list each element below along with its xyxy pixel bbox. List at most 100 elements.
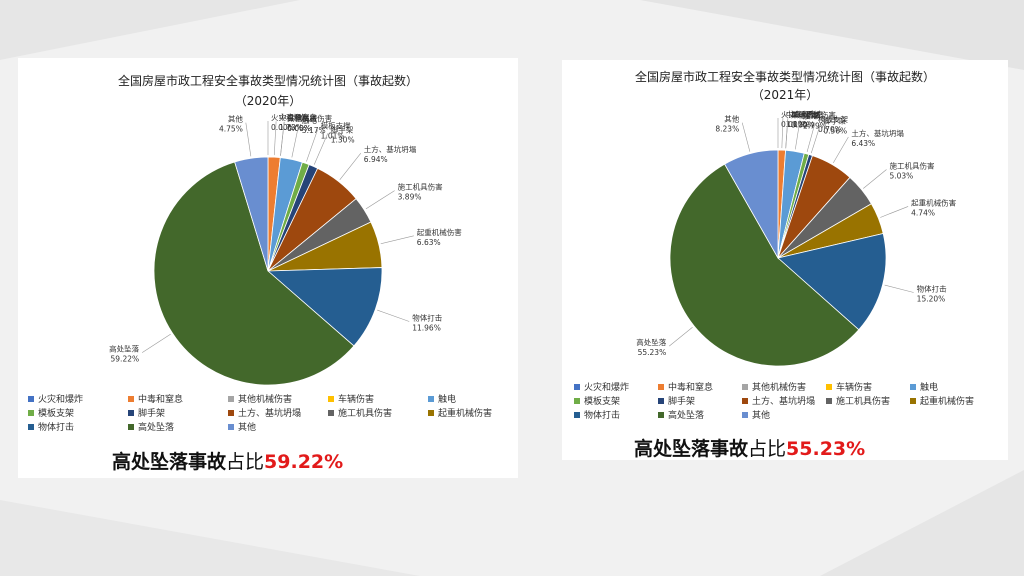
legend-item: 土方、基坑坍塌	[228, 406, 322, 419]
slice-label-name: 火灾和爆炸	[781, 109, 819, 119]
pie-slice-物体打击	[777, 233, 887, 331]
chart-legend: 火灾和爆炸 中毒和窒息 其他机械伤害 车辆伤害 触电 模板支架 脚手架 土方、基坑坍塌 施工机具…	[28, 392, 522, 433]
leader-line	[880, 206, 909, 218]
summary-2020: 高处坠落事故占比59.22%	[112, 447, 343, 474]
slice-label-value: 1.30%	[331, 135, 355, 144]
legend-item: 触电	[910, 380, 988, 393]
leader-line	[313, 133, 329, 165]
slice-label-value: 55.23%	[638, 348, 667, 357]
legend-swatch	[910, 397, 916, 404]
slice-label-name: 高处坠落	[109, 344, 139, 354]
legend-swatch	[742, 411, 748, 418]
slice-label-name: 物体打击	[412, 313, 442, 323]
leader-line	[810, 124, 821, 154]
slice-label-name: 模板支撑	[321, 120, 351, 130]
chart-subtitle: （2020年）	[234, 94, 302, 108]
legend-label: 施工机具伤害	[338, 409, 393, 419]
legend-swatch	[658, 397, 664, 404]
slice-label-name: 起重机械伤害	[417, 227, 462, 237]
slice-label-value: 3.17%	[302, 126, 326, 135]
slice-label-value: 0.00%	[781, 120, 805, 129]
slice-label-name: 起重机械伤害	[911, 197, 956, 207]
slice-label-value: 4.75%	[219, 125, 243, 134]
slice-label-value: 59.22%	[111, 355, 140, 364]
legend-item: 模板支架	[28, 406, 122, 419]
slice-label-name: 触电	[302, 115, 317, 125]
legend-label: 脚手架	[668, 397, 696, 407]
leader-line	[884, 284, 914, 293]
legend-label: 高处坠落	[138, 423, 175, 433]
legend-label: 物体打击	[38, 423, 75, 433]
leader-line	[245, 122, 252, 157]
legend-label: 中毒和窒息	[138, 395, 184, 405]
pie-chart-2020: 火灾和爆炸0.00%中毒和窒息1.73%其他机械伤害0.00%车辆伤害0.00%…	[109, 112, 462, 386]
legend-item: 施工机具伤害	[328, 406, 422, 419]
legend-item: 其他	[742, 408, 820, 421]
legend-item: 高处坠落	[658, 408, 736, 421]
legend-label: 其他	[752, 411, 771, 421]
legend-label: 其他机械伤害	[238, 395, 293, 405]
slice-label-name: 车辆伤害	[287, 113, 317, 123]
slice-label-name: 物体打击	[917, 283, 947, 293]
legend-item: 触电	[428, 392, 522, 405]
legend-swatch	[742, 397, 748, 404]
legend-swatch	[28, 409, 34, 416]
legend-item: 车辆伤害	[826, 380, 904, 393]
legend-label: 中毒和窒息	[668, 383, 714, 393]
legend-swatch	[328, 409, 334, 416]
legend-swatch	[574, 397, 580, 404]
slice-label-value: 4.74%	[911, 208, 935, 217]
slice-label-name: 其他机械伤害	[791, 109, 836, 119]
legend-swatch	[328, 395, 334, 402]
slice-label-name: 模板支架	[818, 114, 848, 124]
slice-label-name: 中毒和窒息	[279, 112, 317, 122]
leader-line	[380, 235, 414, 245]
summary-middle: 占比	[226, 451, 265, 473]
slice-label-name: 高处坠落	[636, 337, 666, 347]
slice-label-name: 脚手架	[823, 116, 846, 126]
legend-swatch	[826, 397, 832, 404]
slice-label-name: 车辆伤害	[791, 109, 821, 119]
slice-label-value: 0.00%	[791, 120, 815, 129]
legend-item: 车辆伤害	[328, 392, 422, 405]
legend-item: 起重机械伤害	[910, 394, 988, 407]
chart-title: 全国房屋市政工程安全事故类型情况统计图（事故起数）	[634, 70, 935, 84]
slice-label-value: 11.96%	[412, 324, 441, 333]
slice-label-value: 0.00%	[287, 124, 311, 133]
slice-label-value: 1.12%	[786, 120, 810, 129]
legend-swatch	[228, 395, 234, 402]
legend-label: 施工机具伤害	[836, 397, 891, 407]
summary-2021: 高处坠落事故占比55.23%	[634, 434, 865, 461]
legend-item: 高处坠落	[128, 420, 222, 433]
leader-line	[365, 190, 395, 210]
leader-line	[785, 118, 789, 149]
legend-item: 其他	[228, 420, 322, 433]
summary-middle: 占比	[748, 438, 787, 460]
legend-label: 其他机械伤害	[752, 383, 807, 393]
chart-legend: 火灾和爆炸 中毒和窒息 其他机械伤害 车辆伤害 触电 模板支架 脚手架 土方、基坑坍塌 施工机具…	[574, 380, 988, 421]
legend-swatch	[910, 383, 916, 390]
legend-label: 车辆伤害	[836, 383, 873, 393]
slice-label-value: 0.00%	[287, 124, 311, 133]
legend-swatch	[228, 409, 234, 416]
legend-item: 火灾和爆炸	[28, 392, 122, 405]
legend-swatch	[428, 395, 434, 402]
chart-title: 全国房屋市政工程安全事故类型情况统计图（事故起数）	[117, 74, 418, 88]
leader-line	[339, 152, 362, 181]
legend-label: 高处坠落	[668, 411, 705, 421]
slice-label-name: 其他机械伤害	[287, 113, 332, 123]
slice-label-value: 15.20%	[917, 294, 946, 303]
slice-label-value: 0.00%	[791, 120, 815, 129]
legend-item: 中毒和窒息	[658, 380, 736, 393]
legend-label: 模板支架	[38, 409, 75, 419]
leader-line	[377, 309, 410, 322]
pie-chart-2021: 火灾和爆炸0.00%中毒和窒息1.12%其他机械伤害0.00%车辆伤害0.00%…	[636, 109, 957, 367]
slice-label-value: 8.23%	[715, 125, 739, 134]
pie-slice-高处坠落	[153, 161, 355, 386]
leader-line	[863, 169, 887, 189]
legend-label: 土方、基坑坍塌	[752, 397, 816, 407]
leader-line	[273, 121, 277, 156]
leader-line	[280, 121, 285, 156]
chart-panel-2020: 全国房屋市政工程安全事故类型情况统计图（事故起数） （2020年） 火灾和爆炸 0…	[18, 58, 518, 478]
legend-swatch	[574, 411, 580, 418]
